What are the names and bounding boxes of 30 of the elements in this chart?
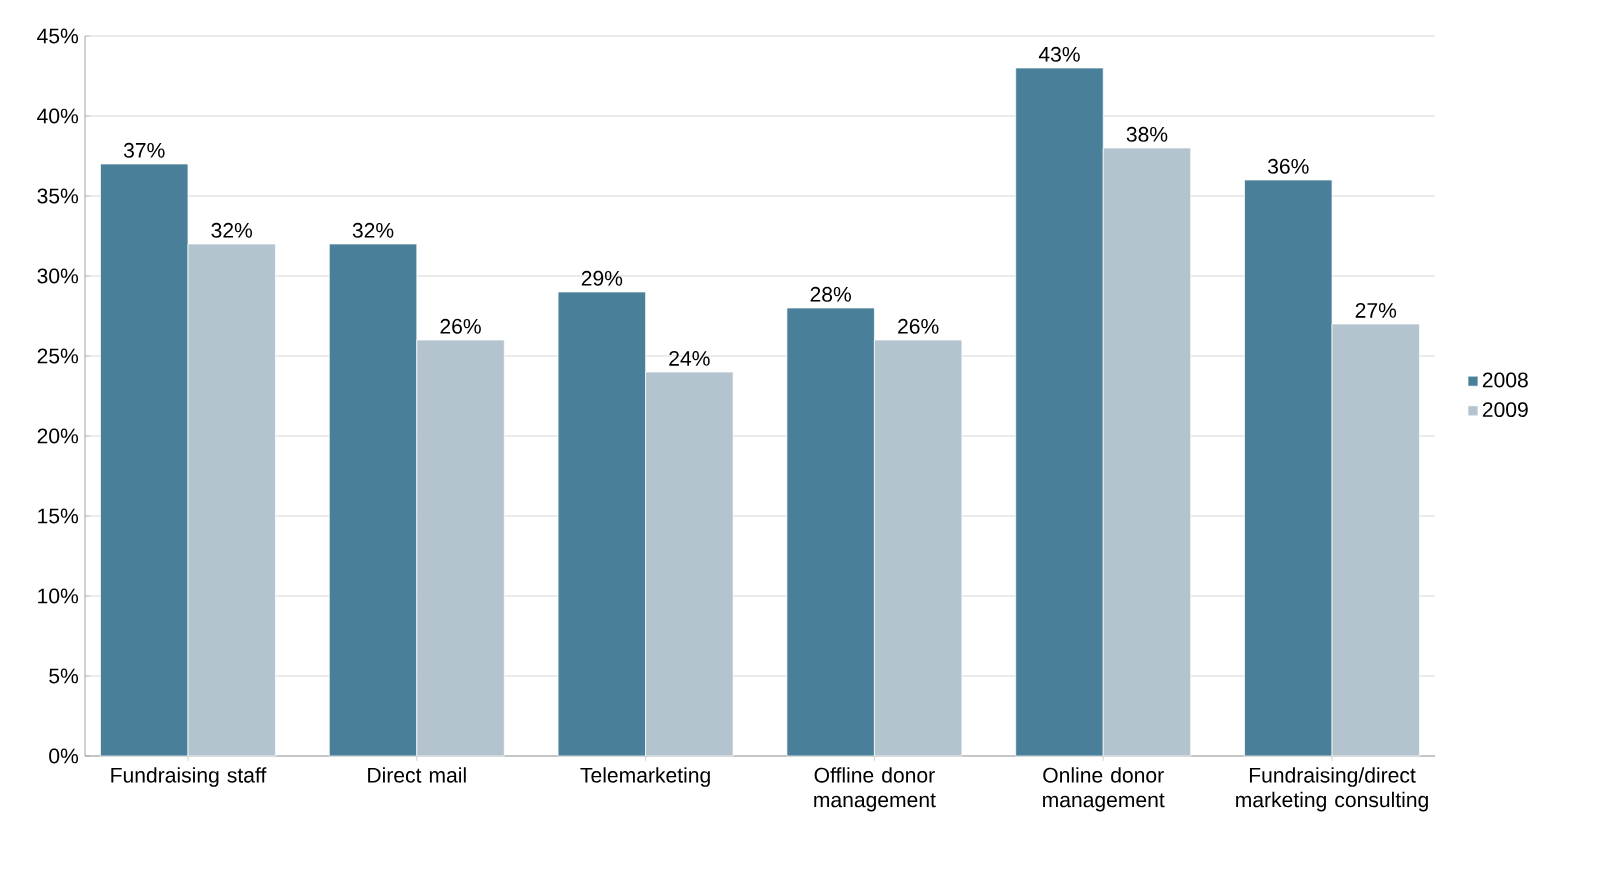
data-label: 37% (123, 142, 165, 158)
y-tick-label: 10% (38, 588, 79, 604)
legend-label: 2009 (1482, 402, 1528, 418)
y-tick-label: 15% (38, 508, 79, 524)
y-tick-label: 45% (37, 28, 79, 44)
y-tick-label: 5% (49, 668, 79, 684)
data-label: 29% (581, 270, 623, 286)
data-label: 32% (211, 222, 253, 238)
y-tick-label: 20% (37, 428, 79, 444)
data-label: 43% (1038, 46, 1080, 62)
y-tick-label: 0% (49, 748, 79, 764)
data-label: 26% (898, 318, 939, 334)
x-tick-label: Telemarketing (580, 767, 710, 787)
y-tick-label: 40% (37, 108, 79, 124)
x-tick-label: Direct mail (368, 767, 466, 783)
data-label: 28% (810, 286, 851, 302)
y-tick-label: 25% (37, 348, 79, 364)
data-label: 32% (352, 222, 394, 238)
legend-label: 2008 (1482, 372, 1528, 388)
x-tick-label: Offline donor management (814, 767, 936, 812)
y-tick-label: 30% (37, 268, 79, 284)
y-tick-label: 35% (37, 188, 79, 204)
data-label: 27% (1355, 302, 1397, 318)
data-label: 26% (440, 318, 481, 334)
x-tick-label: Online donor management (1043, 767, 1165, 812)
x-tick-label: Fundraising/direct marketing consulting (1236, 767, 1428, 812)
data-label: 36% (1267, 158, 1309, 174)
data-label: 24% (669, 350, 710, 366)
data-label: 38% (1126, 126, 1168, 142)
x-tick-label: Fundraising staff (111, 767, 267, 787)
